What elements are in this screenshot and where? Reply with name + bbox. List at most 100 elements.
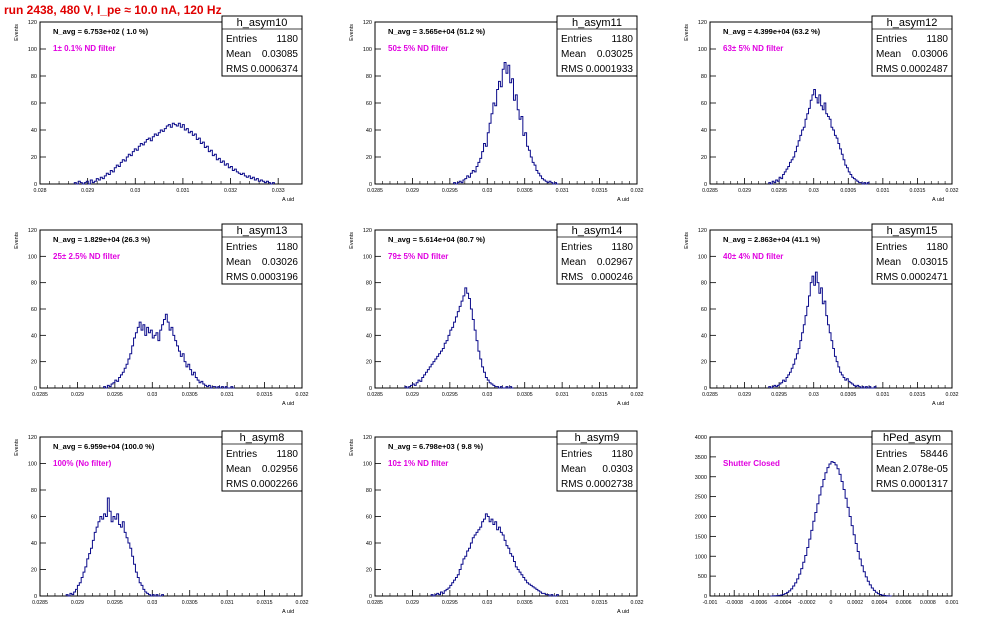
x-tick-label: 0.031 <box>556 392 569 398</box>
x-tick-label: 0.032 <box>946 392 959 398</box>
x-tick-label: 0.029 <box>738 188 751 194</box>
y-tick-label: 120 <box>698 20 707 26</box>
y-tick-label: 80 <box>366 488 372 494</box>
stats-box <box>871 223 953 285</box>
y-tick-label: 100 <box>363 47 372 53</box>
y-tick-label: 100 <box>698 47 707 53</box>
y-tick-label: 80 <box>366 74 372 80</box>
x-tick-label: 0.0295 <box>442 600 458 606</box>
x-tick-label: 0.032 <box>631 188 644 194</box>
y-axis-label: Events <box>349 232 355 249</box>
y-tick-label: 80 <box>31 281 37 287</box>
stats-label: RMS <box>226 64 249 75</box>
y-tick-label: 100 <box>28 254 37 260</box>
y-tick-label: 0 <box>704 182 707 188</box>
x-axis-label: A uid <box>617 197 629 203</box>
y-tick-label: 2500 <box>695 495 707 501</box>
y-tick-label: 1500 <box>695 534 707 540</box>
x-tick-label: 0.032 <box>631 392 644 398</box>
filter-annotation: 25± 2.5% ND filter <box>53 252 120 261</box>
y-tick-label: 60 <box>31 307 37 313</box>
x-tick-label: -0.0002 <box>798 600 816 606</box>
x-tick-label: -0.001 <box>703 600 718 606</box>
y-tick-label: 20 <box>31 155 37 161</box>
x-axis-label: A uid <box>617 401 629 407</box>
stats-label: Entries <box>226 449 257 460</box>
y-tick-label: 0 <box>34 594 37 600</box>
y-tick-label: 40 <box>31 333 37 339</box>
y-tick-label: 2000 <box>695 515 707 521</box>
stats-box <box>556 223 638 285</box>
stats-value: 0.02956 <box>262 464 299 475</box>
histogram-title: h_asym10 <box>237 17 288 29</box>
stats-label: Entries <box>876 242 907 253</box>
y-tick-label: 1000 <box>695 554 707 560</box>
x-tick-label: 0.0305 <box>517 392 533 398</box>
y-tick-label: 100 <box>698 254 707 260</box>
x-axis-label: A uid <box>617 609 629 615</box>
histogram-panel-h_asym12: 0 20 40 60 80 100 120 0.0285 0.029 0.0295 0.03 0.03… <box>684 15 959 203</box>
y-tick-label: 100 <box>28 47 37 53</box>
y-tick-label: 60 <box>31 101 37 107</box>
y-tick-label: 100 <box>363 254 372 260</box>
stats-value: 0.0006374 <box>251 64 299 75</box>
histogram-panel-h_asym14: 0 20 40 60 80 100 120 0.0285 0.029 0.0295 0.03 0.03… <box>349 223 644 407</box>
stats-label: Mean <box>561 257 586 268</box>
x-tick-label: 0.032 <box>296 600 309 606</box>
x-tick-label: 0.0305 <box>182 600 198 606</box>
x-axis-label: A uid <box>282 197 294 203</box>
histogram-panel-h_asym10: 0 20 40 60 80 100 120 0.028 0.029 0.03 0.031 0.032 0… <box>14 15 303 203</box>
stats-value: 0.0002738 <box>586 479 634 490</box>
y-tick-label: 100 <box>28 462 37 468</box>
x-tick-label: 0.0305 <box>517 600 533 606</box>
x-tick-label: 0.032 <box>631 600 644 606</box>
stats-label: Entries <box>876 449 907 460</box>
x-tick-label: 0.0295 <box>771 188 787 194</box>
y-tick-label: 60 <box>366 515 372 521</box>
histogram-title: h_asym12 <box>887 17 938 29</box>
y-tick-label: 80 <box>701 74 707 80</box>
stats-value: 1180 <box>276 449 298 460</box>
stats-value: 0.03085 <box>262 49 299 60</box>
y-tick-label: 40 <box>701 333 707 339</box>
x-tick-label: 0.0004 <box>871 600 887 606</box>
filter-annotation: Shutter Closed <box>723 459 780 468</box>
y-tick-label: 60 <box>701 101 707 107</box>
x-tick-label: 0.0002 <box>847 600 863 606</box>
histogram-series <box>453 62 559 185</box>
y-tick-label: 3000 <box>695 475 707 481</box>
histogram-panel-h_asym13: 0 20 40 60 80 100 120 0.0285 0.029 0.0295 0.03 0.03… <box>14 223 309 407</box>
filter-annotation: 63± 5% ND filter <box>723 44 783 53</box>
stats-label: Entries <box>226 34 257 45</box>
stats-value: 1180 <box>611 242 633 253</box>
stats-label: RMS <box>226 272 249 283</box>
filter-annotation: 79± 5% ND filter <box>388 252 448 261</box>
stats-value: 0.0303 <box>602 464 633 475</box>
stats-label: Mean <box>226 464 251 475</box>
y-tick-label: 120 <box>363 20 372 26</box>
x-tick-label: 0.0315 <box>257 600 273 606</box>
x-tick-label: 0.03 <box>809 188 819 194</box>
x-tick-label: 0.031 <box>221 392 234 398</box>
y-tick-label: 500 <box>698 574 707 580</box>
stats-box <box>556 15 638 77</box>
stats-label: RMS <box>226 479 249 490</box>
y-tick-label: 40 <box>366 128 372 134</box>
x-tick-label: 0.0295 <box>771 392 787 398</box>
stats-value: 0.03006 <box>912 49 949 60</box>
x-tick-label: 0.0295 <box>442 188 458 194</box>
stats-value: 1180 <box>926 242 948 253</box>
stats-label: RMS <box>876 64 899 75</box>
stats-value: 58446 <box>920 449 948 460</box>
x-tick-label: 0.0285 <box>32 392 48 398</box>
stats-label: RMS <box>561 479 584 490</box>
y-axis-label: Events <box>14 232 20 249</box>
stats-label: Entries <box>226 242 257 253</box>
x-tick-label: 0.029 <box>406 188 419 194</box>
y-tick-label: 40 <box>366 541 372 547</box>
y-tick-label: 120 <box>28 228 37 234</box>
histogram-panel-h_asym9: 0 20 40 60 80 100 120 0.0285 0.029 0.0295 0.03 0.03… <box>349 430 644 615</box>
x-tick-label: 0.031 <box>556 188 569 194</box>
x-tick-label: 0.031 <box>556 600 569 606</box>
y-tick-label: 40 <box>366 333 372 339</box>
